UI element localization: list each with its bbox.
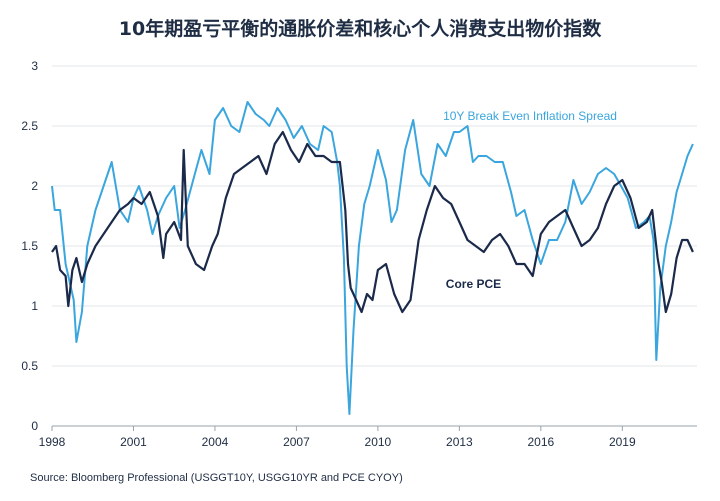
x-tick-label: 2007 xyxy=(283,435,310,449)
y-tick-label: 3 xyxy=(31,59,38,73)
x-tick-label: 2001 xyxy=(120,435,147,449)
y-tick-label: 1.5 xyxy=(21,239,38,253)
y-tick-label: 1 xyxy=(31,299,38,313)
x-tick-label: 2013 xyxy=(446,435,473,449)
series-line-1 xyxy=(51,130,694,314)
y-axis-ticks: 0 0.5 1 1.5 2 2.5 3 xyxy=(21,59,38,433)
series-line-0 xyxy=(51,101,694,415)
series-label-1: Core PCE xyxy=(446,277,501,291)
x-tick-label: 2010 xyxy=(365,435,392,449)
source-note: Source: Bloomberg Professional (USGGT10Y… xyxy=(30,472,403,484)
y-tick-label: 2.5 xyxy=(21,119,38,133)
x-tick-label: 1998 xyxy=(39,435,66,449)
y-tick-label: 2 xyxy=(31,179,38,193)
series-label-0: 10Y Break Even Inflation Spread xyxy=(443,109,617,123)
series-lines xyxy=(51,101,694,415)
chart-title: 10年期盈亏平衡的通胀价差和核心个人消费支出物价指数 xyxy=(118,18,602,40)
x-axis-ticks: 1998 2001 2004 2007 2010 2013 2016 2019 xyxy=(39,426,636,449)
gridlines xyxy=(52,65,697,427)
x-tick-label: 2004 xyxy=(202,435,229,449)
y-tick-label: 0.5 xyxy=(21,359,38,373)
x-tick-label: 2016 xyxy=(527,435,554,449)
y-tick-label: 0 xyxy=(31,419,38,433)
series-labels: 10Y Break Even Inflation Spread Core PCE xyxy=(443,109,617,291)
x-tick-label: 2019 xyxy=(609,435,636,449)
